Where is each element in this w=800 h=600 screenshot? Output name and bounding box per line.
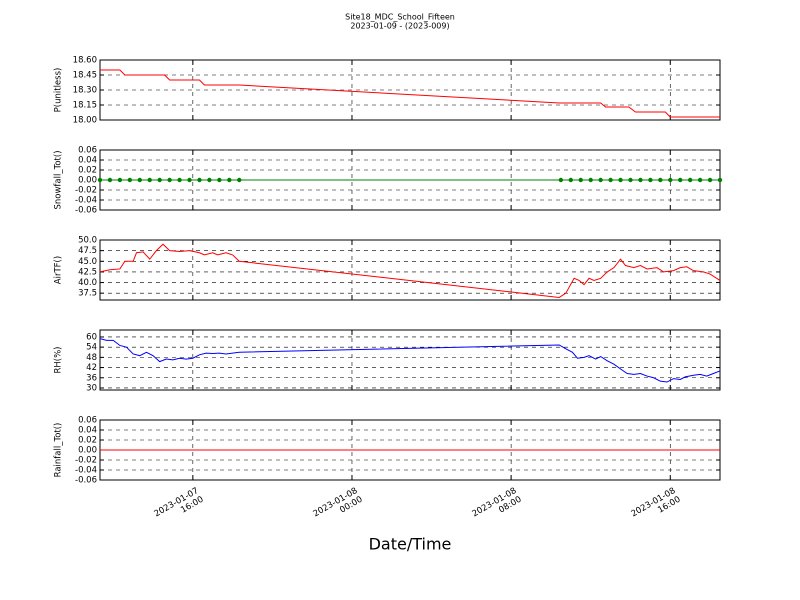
data-point bbox=[638, 177, 643, 183]
data-point bbox=[598, 177, 603, 183]
data-point bbox=[97, 177, 103, 183]
y-tick-label: 45.0 bbox=[78, 257, 97, 267]
y-tick-label: -0.02 bbox=[75, 186, 97, 196]
y-tick-label: 18.30 bbox=[73, 86, 97, 96]
y-tick-label: 18.60 bbox=[73, 56, 97, 66]
y-tick-label: 48 bbox=[86, 353, 97, 363]
y-tick-label: 54 bbox=[86, 343, 97, 353]
y-tick-label: 42 bbox=[86, 363, 97, 373]
y-tick-label: 0.04 bbox=[78, 156, 97, 166]
y-tick-label: 0.02 bbox=[78, 436, 97, 446]
y-tick-label: 18.45 bbox=[73, 71, 97, 81]
y-tick-label: 0.04 bbox=[78, 426, 97, 436]
data-line bbox=[99, 338, 721, 383]
y-tick-label: 18.15 bbox=[73, 101, 97, 111]
data-point bbox=[127, 177, 133, 183]
data-point bbox=[167, 177, 172, 183]
data-point bbox=[578, 177, 583, 183]
y-tick-label: 18.00 bbox=[73, 116, 97, 126]
data-point bbox=[687, 177, 693, 183]
y-tick-label: 60 bbox=[86, 332, 97, 342]
data-point bbox=[177, 177, 182, 183]
data-point bbox=[237, 177, 242, 183]
plot-frame bbox=[99, 59, 721, 121]
chart-subtitle: 2023-01-09 - (2023-009) bbox=[350, 22, 449, 31]
data-line bbox=[99, 243, 721, 298]
data-point bbox=[147, 177, 152, 183]
y-tick-label: 0.00 bbox=[78, 176, 97, 186]
y-tick-label: 0.00 bbox=[78, 446, 97, 456]
data-point bbox=[668, 177, 673, 183]
y-axis-label: Rainfall_Tot() bbox=[54, 423, 64, 478]
data-point bbox=[227, 177, 232, 183]
data-point bbox=[117, 177, 123, 183]
y-tick-label: 47.5 bbox=[78, 246, 97, 256]
data-point bbox=[107, 177, 113, 183]
data-point bbox=[648, 177, 653, 183]
chart-title: Site18_MDC_School_Fifteen bbox=[345, 13, 455, 22]
x-axis-label: Date/Time bbox=[369, 535, 452, 554]
data-point bbox=[558, 177, 564, 183]
data-point bbox=[608, 177, 613, 183]
data-point bbox=[717, 177, 723, 183]
data-point bbox=[197, 177, 202, 183]
data-point bbox=[568, 177, 574, 183]
data-point bbox=[137, 177, 142, 183]
y-tick-label: 0.06 bbox=[78, 146, 97, 156]
y-tick-label: 42.5 bbox=[78, 267, 97, 277]
y-tick-label: 50.0 bbox=[78, 236, 97, 246]
y-tick-label: 0.06 bbox=[78, 416, 97, 426]
y-tick-label: 40.0 bbox=[78, 278, 97, 288]
data-point bbox=[628, 177, 633, 183]
data-point bbox=[217, 177, 222, 183]
data-point bbox=[588, 177, 593, 183]
y-tick-label: -0.02 bbox=[75, 456, 97, 466]
data-point bbox=[207, 177, 212, 183]
data-point bbox=[697, 177, 703, 183]
y-tick-label: -0.06 bbox=[75, 476, 97, 486]
y-tick-label: -0.04 bbox=[75, 466, 97, 476]
plot-frame bbox=[99, 239, 721, 301]
y-tick-label: 36 bbox=[86, 373, 97, 383]
data-point bbox=[678, 177, 683, 183]
data-point bbox=[187, 177, 192, 183]
y-axis-label: P(unitless) bbox=[54, 68, 64, 113]
y-tick-label: 37.5 bbox=[78, 289, 97, 299]
data-line bbox=[100, 69, 720, 118]
y-axis-label: RH(%) bbox=[54, 346, 64, 373]
data-point bbox=[658, 177, 663, 183]
data-point bbox=[618, 177, 623, 183]
plot-frame bbox=[99, 329, 721, 391]
data-point bbox=[157, 177, 162, 183]
data-point bbox=[707, 177, 713, 183]
y-tick-label: 0.02 bbox=[78, 166, 97, 176]
y-tick-label: 30 bbox=[86, 383, 97, 393]
y-axis-label: Snowfall_Tot() bbox=[54, 150, 64, 209]
y-tick-label: -0.06 bbox=[75, 206, 97, 216]
y-tick-label: -0.04 bbox=[75, 196, 97, 206]
y-axis-label: AirTF() bbox=[54, 256, 64, 284]
